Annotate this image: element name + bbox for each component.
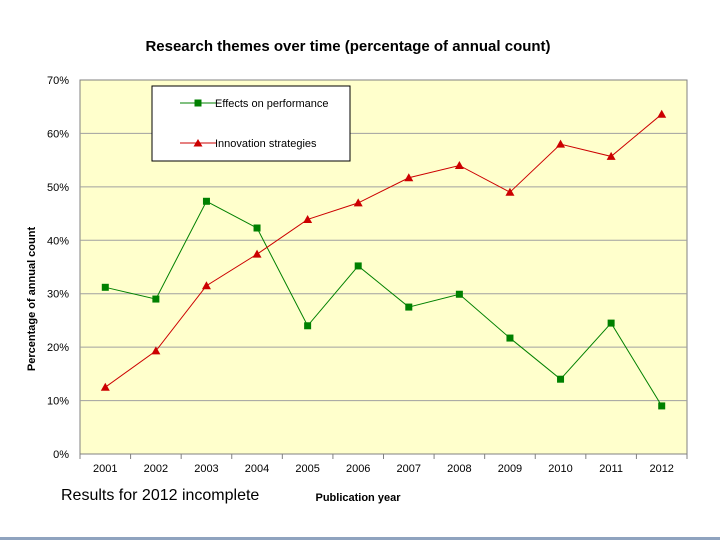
- data-point-triangle: [556, 139, 566, 148]
- data-point-triangle: [100, 382, 110, 391]
- x-tick-label: 2012: [649, 463, 673, 475]
- incomplete-results-note: Results for 2012 incomplete: [61, 487, 259, 504]
- series-effects-on-performance: [101, 197, 666, 410]
- data-point-square: [455, 290, 463, 298]
- y-tick-label: 60%: [47, 128, 69, 140]
- data-point-square: [152, 295, 160, 303]
- x-tick-label: 2008: [447, 463, 471, 475]
- x-tick-label: 2006: [346, 463, 370, 475]
- y-tick-label: 50%: [47, 182, 69, 194]
- data-point-triangle: [303, 214, 313, 223]
- series-lines: [100, 109, 667, 410]
- data-point-triangle: [404, 173, 414, 182]
- legend-box: [151, 85, 351, 162]
- slide-bottom-border: [0, 537, 720, 540]
- y-tick-label: 40%: [47, 235, 69, 247]
- gridlines: [80, 132, 687, 402]
- legend-marker-triangle: [193, 139, 203, 147]
- data-point-triangle: [252, 249, 262, 258]
- data-point-square: [557, 375, 565, 383]
- data-point-square: [658, 402, 666, 410]
- x-tick-label: 2001: [93, 463, 117, 475]
- x-tick-label: 2002: [144, 463, 168, 475]
- data-point-triangle: [151, 346, 161, 355]
- legend: Effects on performance Innovation strate…: [151, 85, 351, 162]
- series-line: [105, 200, 663, 407]
- data-point-square: [253, 224, 261, 232]
- y-tick-label: 0%: [53, 449, 69, 461]
- data-point-triangle: [657, 109, 667, 118]
- data-point-square: [202, 197, 210, 205]
- data-point-square: [304, 322, 312, 330]
- y-axis-title: Percentage of annual count: [26, 227, 38, 372]
- x-tick-label: 2007: [397, 463, 421, 475]
- data-point-square: [101, 283, 109, 291]
- x-tick-label: 2011: [599, 463, 623, 475]
- data-point-square: [506, 334, 514, 342]
- data-point-triangle: [505, 187, 515, 196]
- legend-marker-square: [194, 99, 202, 107]
- x-tick-label: 2009: [498, 463, 522, 475]
- data-point-square: [607, 319, 615, 327]
- x-tick-label: 2004: [245, 463, 269, 475]
- legend-label-effects: Effects on performance: [215, 98, 329, 110]
- x-tick-label: 2003: [194, 463, 218, 475]
- x-tick-label: 2005: [295, 463, 319, 475]
- x-tick-label: 2010: [548, 463, 572, 475]
- series-line: [104, 113, 663, 388]
- data-point-triangle: [606, 151, 616, 160]
- data-point-square: [354, 262, 362, 270]
- legend-label-innovation: Innovation strategies: [215, 138, 317, 150]
- chart-title: Research themes over time (percentage of…: [145, 38, 550, 55]
- data-point-square: [405, 303, 413, 311]
- y-tick-label: 10%: [47, 396, 69, 408]
- data-point-triangle: [454, 160, 464, 169]
- y-tick-label: 20%: [47, 342, 69, 354]
- y-axis-ticks: 0% 10% 20% 30% 40% 50% 60% 70%: [47, 75, 69, 461]
- x-axis-title: Publication year: [316, 492, 402, 504]
- y-tick-label: 70%: [47, 75, 69, 87]
- data-point-triangle: [201, 281, 211, 290]
- x-axis-ticks: 2001 2002 2003 2004 2005 2006 2007 2008 2009 2010…: [79, 454, 688, 475]
- series-innovation-strategies: [100, 109, 667, 391]
- y-tick-label: 30%: [47, 289, 69, 301]
- data-point-triangle: [353, 198, 363, 207]
